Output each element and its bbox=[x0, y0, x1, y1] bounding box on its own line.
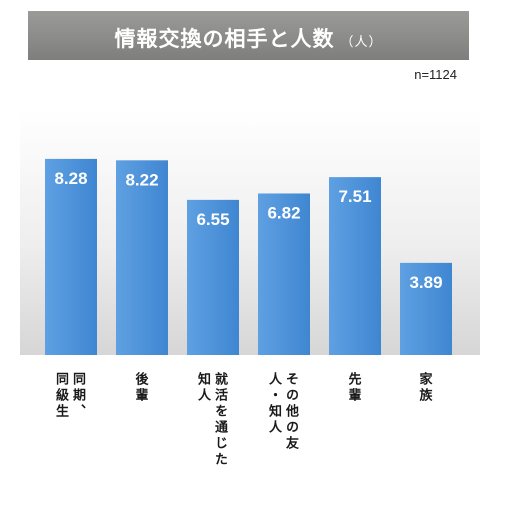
bar-6 bbox=[400, 262, 452, 355]
x-tick-label-4: その他の友 人・知人 bbox=[266, 372, 298, 452]
x-tick-label-5: 先輩 bbox=[345, 372, 361, 404]
value-label-3: 6.55 bbox=[196, 210, 229, 229]
bar-3 bbox=[187, 199, 239, 355]
x-tick-label-part: 後輩 bbox=[132, 372, 148, 404]
value-label-5: 7.51 bbox=[338, 187, 371, 206]
bar-5 bbox=[329, 177, 381, 355]
sample-size: n=1124 bbox=[414, 67, 457, 82]
plot-area: 8.28 8.22 6.55 6.82 7.51 3.89 bbox=[20, 110, 480, 360]
x-tick-label-part: 就活を通じた bbox=[212, 372, 227, 468]
x-tick-label-part: 同期、 bbox=[70, 372, 85, 420]
value-label-6: 3.89 bbox=[409, 273, 442, 292]
value-label-1: 8.28 bbox=[54, 169, 87, 188]
value-label-4: 6.82 bbox=[267, 203, 300, 222]
bar-2 bbox=[116, 160, 168, 355]
bar-4 bbox=[258, 193, 310, 355]
x-tick-label-part: 先輩 bbox=[345, 372, 361, 404]
x-tick-label-part: 家族 bbox=[416, 372, 432, 404]
x-tick-label-part: 人・知人 bbox=[266, 372, 281, 436]
x-tick-label-2: 後輩 bbox=[132, 372, 148, 404]
bar-chart: 8.28 8.22 6.55 6.82 7.51 3.89 bbox=[20, 110, 480, 355]
x-axis-categories: 同期、 同級生 後輩 就活を通じた 知人 その他の友 人・知人 先輩 家族 bbox=[20, 372, 480, 502]
x-tick-label-1: 同期、 同級生 bbox=[53, 372, 85, 420]
x-tick-label-part: 知人 bbox=[195, 372, 210, 404]
unit-label: （人） bbox=[340, 35, 383, 50]
value-label-2: 8.22 bbox=[125, 170, 158, 189]
x-tick-label-part: 同級生 bbox=[53, 372, 68, 420]
x-tick-label-6: 家族 bbox=[416, 372, 432, 404]
x-tick-label-3: 就活を通じた 知人 bbox=[195, 372, 227, 468]
title-banner: 情報交換の相手と人数 （人） bbox=[28, 11, 469, 60]
chart-title: 情報交換の相手と人数 （人） bbox=[114, 27, 383, 51]
x-tick-label-part: その他の友 bbox=[283, 372, 298, 452]
bar-1 bbox=[45, 158, 97, 355]
